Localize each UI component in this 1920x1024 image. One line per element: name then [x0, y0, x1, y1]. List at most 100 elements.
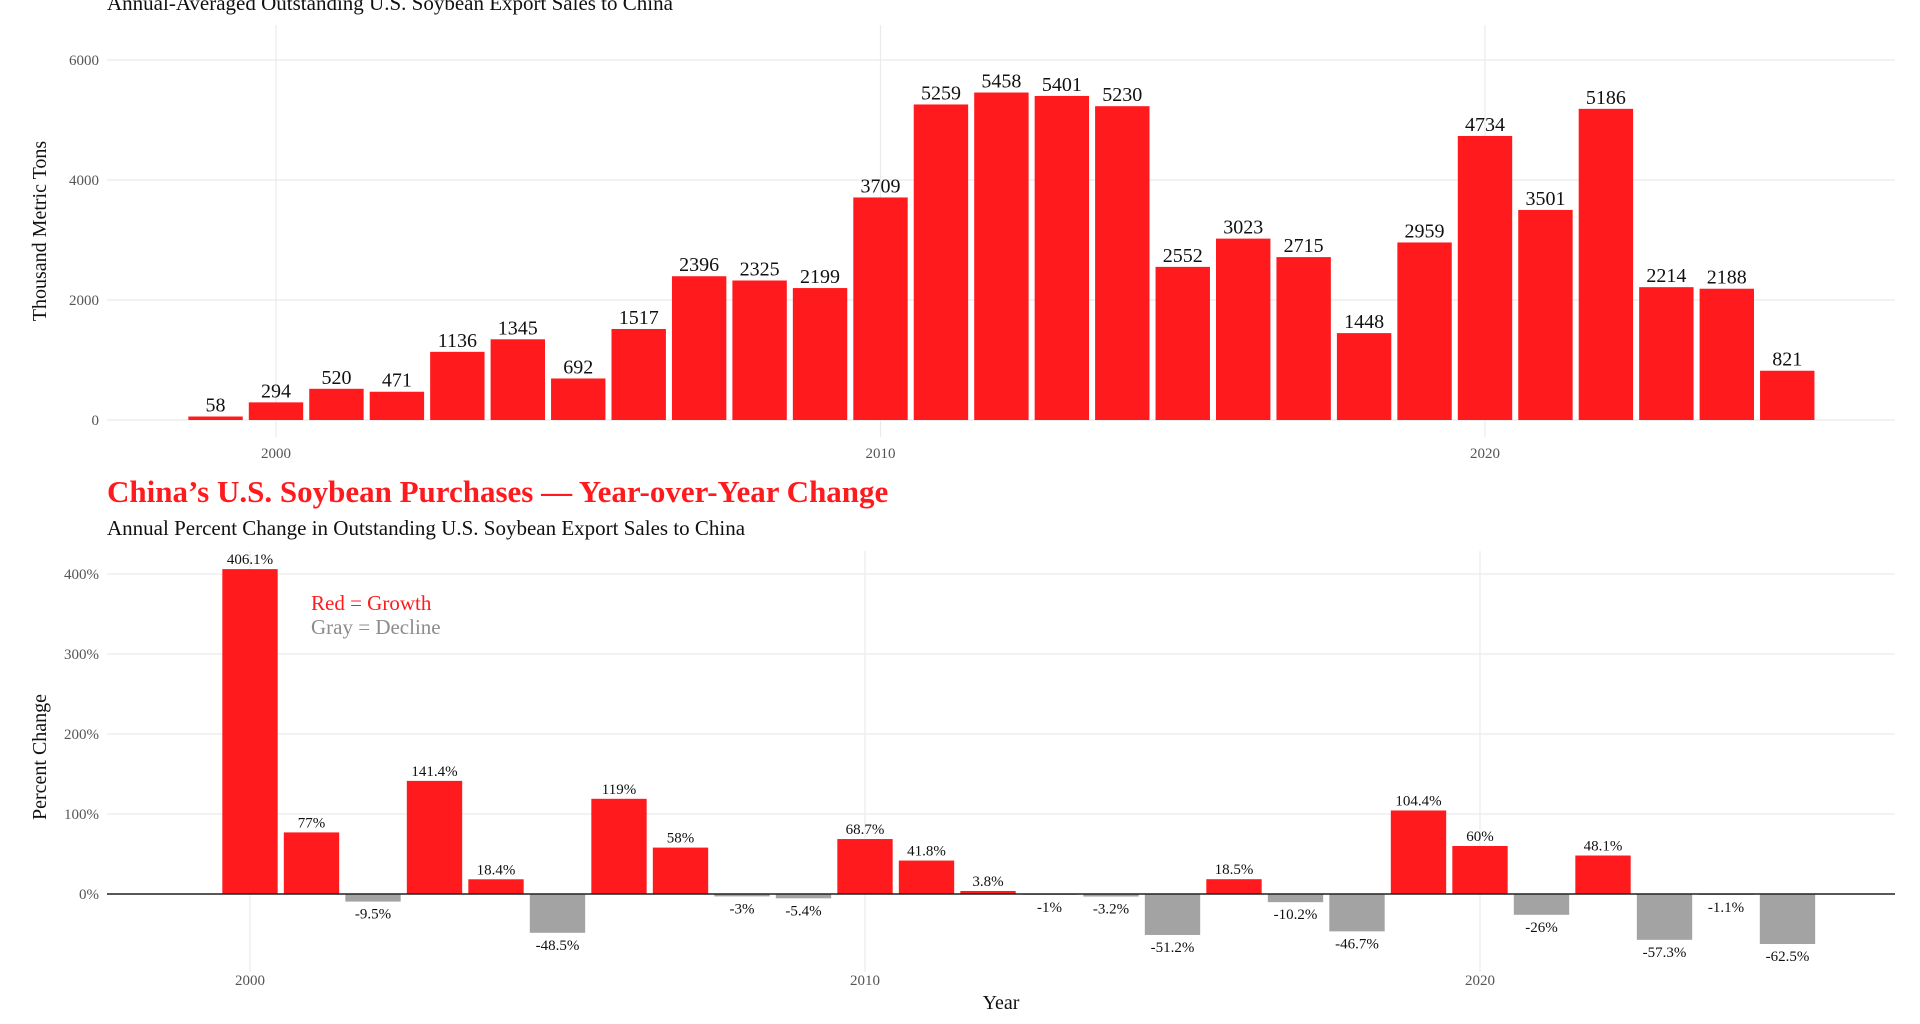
top-bar-2007 [671, 276, 727, 420]
bottom-x-tick-label: 2000 [235, 973, 265, 989]
top-bar-2000 [248, 402, 304, 420]
bottom-y-tick-label: 300% [64, 647, 99, 663]
top-bar-label-2020: 4734 [1465, 114, 1505, 136]
bottom-bar-label-2023: -57.3% [1643, 945, 1687, 961]
bottom-y-tick-label: 0% [79, 887, 99, 903]
bottom-bar-label-2021: -26% [1525, 920, 1558, 936]
top-chart-subtitle: Annual-Averaged Outstanding U.S. Soybean… [107, 0, 674, 15]
top-bar-2009 [792, 288, 848, 420]
bottom-bar-label-2019: 104.4% [1395, 793, 1441, 809]
top-bar-2015 [1155, 266, 1210, 420]
bottom-chart-title: China’s U.S. Soybean Purchases — Year-ov… [107, 474, 888, 509]
legend-decline-annotation: Gray = Decline [311, 615, 441, 639]
top-bar-2006 [611, 328, 666, 420]
bottom-bar-label-2011: 41.8% [907, 844, 946, 860]
bottom-bar-2010 [837, 839, 893, 894]
bottom-bar-label-2000: 406.1% [227, 552, 273, 568]
top-bar-label-2024: 2188 [1707, 267, 1747, 289]
bottom-chart: China’s U.S. Soybean Purchases — Year-ov… [29, 474, 1895, 1014]
bottom-bar-label-2015: -51.2% [1151, 940, 1195, 956]
bottom-bar-2025 [1759, 894, 1816, 944]
bottom-bar-label-2007: 58% [667, 831, 695, 847]
bottom-bar-label-2020: 60% [1466, 829, 1494, 845]
top-bar-label-2004: 1345 [498, 317, 538, 339]
top-bar-label-2015: 2552 [1163, 245, 1203, 267]
bottom-bar-label-2022: 48.1% [1584, 839, 1623, 855]
top-bar-label-2023: 2214 [1646, 265, 1686, 287]
bottom-bar-2018 [1329, 894, 1385, 932]
legend-growth-annotation: Red = Growth [311, 591, 432, 615]
bottom-bar-2007 [652, 847, 709, 894]
bottom-bar-label-2014: -3.2% [1093, 902, 1129, 918]
bottom-x-axis-title: Year [983, 992, 1020, 1014]
bottom-bar-2006 [591, 798, 647, 894]
top-bar-2022 [1578, 108, 1634, 420]
bottom-bar-label-2001: 77% [298, 815, 326, 831]
top-bar-label-2005: 692 [563, 356, 593, 378]
top-bar-label-1999: 58 [206, 395, 226, 417]
top-bar-2017 [1276, 257, 1331, 420]
bottom-bar-label-2018: -46.7% [1335, 936, 1379, 952]
top-x-tick-label: 2020 [1470, 446, 1500, 462]
top-bar-2004 [490, 339, 546, 420]
bottom-bar-label-2005: -48.5% [536, 938, 580, 954]
bottom-x-tick-label: 2010 [850, 973, 880, 989]
top-bar-2010 [853, 197, 908, 420]
top-bar-label-2007: 2396 [679, 254, 719, 276]
bottom-y-tick-label: 400% [64, 567, 99, 583]
bottom-bar-label-2002: -9.5% [355, 907, 391, 923]
top-bar-2002 [369, 391, 425, 420]
top-bar-label-2019: 2959 [1405, 220, 1445, 242]
top-bar-label-2010: 3709 [861, 175, 901, 197]
bottom-bar-2023 [1636, 894, 1693, 940]
bottom-bar-2014 [1083, 894, 1139, 897]
bottom-bar-label-2008: -3% [730, 901, 755, 917]
bottom-bar-2015 [1144, 894, 1201, 935]
top-bar-2018 [1336, 333, 1392, 420]
top-bar-label-2009: 2199 [800, 266, 840, 288]
bottom-bar-label-2004: 18.4% [477, 862, 516, 878]
bottom-bar-label-2025: -62.5% [1766, 949, 1810, 965]
top-y-axis-title: Thousand Metric Tons [29, 141, 51, 322]
top-bar-2024 [1699, 288, 1755, 420]
top-bar-2003 [430, 351, 485, 420]
bottom-bar-2017 [1267, 894, 1324, 903]
top-x-tick-label: 2000 [261, 446, 291, 462]
top-bar-2023 [1639, 287, 1694, 420]
bottom-bar-label-2003: 141.4% [411, 764, 457, 780]
bottom-bar-2003 [406, 780, 463, 894]
bottom-bar-label-2006: 119% [602, 782, 636, 798]
top-bar-2005 [551, 378, 606, 420]
bottom-bar-label-2017: -10.2% [1274, 907, 1318, 923]
bottom-bar-2004 [468, 879, 524, 894]
top-y-tick-label: 6000 [69, 53, 99, 69]
top-bar-label-2016: 3023 [1223, 217, 1263, 239]
bottom-bar-label-2010: 68.7% [846, 822, 885, 838]
top-bar-label-2014: 5230 [1102, 84, 1142, 106]
bottom-bar-2009 [775, 894, 832, 899]
top-bar-2021 [1518, 209, 1573, 420]
bottom-bar-label-2016: 18.5% [1215, 862, 1254, 878]
top-bar-label-2021: 3501 [1525, 188, 1565, 210]
top-bar-1999 [188, 416, 243, 420]
top-bar-2008 [732, 280, 787, 420]
top-bar-2019 [1397, 242, 1452, 420]
bottom-bar-2022 [1575, 855, 1631, 894]
top-bar-label-2008: 2325 [740, 259, 780, 281]
bottom-bar-2001 [283, 832, 340, 894]
top-bar-2016 [1215, 238, 1271, 420]
bottom-bar-2019 [1390, 810, 1447, 894]
top-bar-label-2022: 5186 [1586, 87, 1626, 109]
top-bar-2020 [1457, 135, 1513, 420]
bottom-x-tick-label: 2020 [1465, 973, 1495, 989]
bottom-bar-label-2013: -1% [1037, 900, 1062, 916]
top-bar-label-2002: 471 [382, 370, 412, 392]
bottom-bar-label-2012: 3.8% [972, 874, 1003, 890]
top-bar-label-2001: 520 [321, 367, 351, 389]
bottom-bar-label-2009: -5.4% [785, 903, 821, 919]
bottom-bar-2011 [898, 860, 955, 894]
top-bar-2013 [1034, 95, 1090, 420]
top-chart: Annual-Averaged Outstanding U.S. Soybean… [29, 0, 1895, 462]
top-x-tick-label: 2010 [866, 446, 896, 462]
